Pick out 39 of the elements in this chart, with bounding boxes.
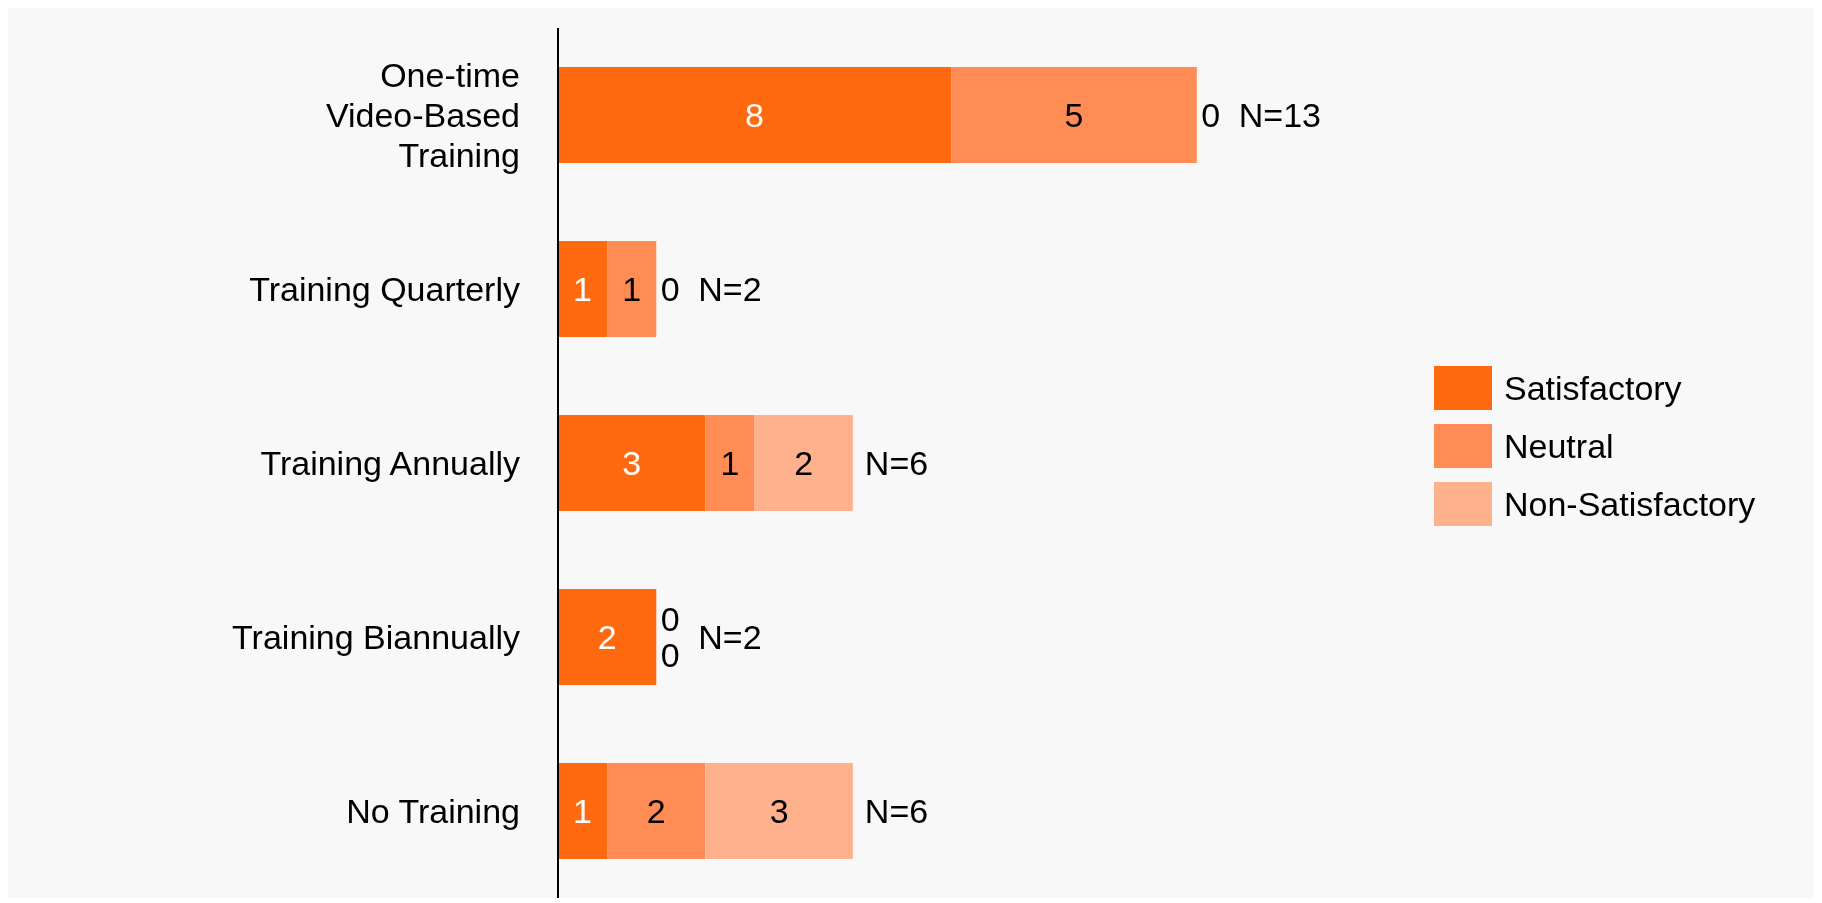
data-label: 0: [660, 600, 680, 638]
bar: [754, 415, 853, 511]
bar: [558, 67, 952, 163]
data-label: 2: [646, 792, 666, 830]
y-tick-label: Training Annually: [260, 444, 520, 482]
bar: [558, 589, 657, 685]
data-label: 1: [573, 270, 593, 308]
y-tick-label: One-time Video-Based Training: [325, 56, 520, 174]
data-label: 8: [745, 96, 765, 134]
data-label: 0: [1201, 96, 1221, 134]
bar: [558, 415, 706, 511]
bar: [558, 763, 608, 859]
y-tick-label: No Training: [346, 792, 520, 830]
y-tick-label: Training Quarterly: [249, 270, 520, 308]
legend-label: Neutral: [1504, 426, 1614, 466]
bar: [705, 763, 853, 859]
data-label: 0: [660, 270, 680, 308]
data-label: 1: [720, 444, 740, 482]
total-label: N=2: [698, 270, 762, 308]
total-label: N=2: [698, 618, 762, 656]
total-label: N=6: [864, 792, 929, 830]
data-label: 1: [573, 792, 593, 830]
data-label: 1: [622, 270, 642, 308]
bar: [705, 415, 755, 511]
data-label: 3: [622, 444, 642, 482]
bar: [607, 763, 706, 859]
bar: [607, 241, 657, 337]
legend-label: Non-Satisfactory: [1504, 484, 1756, 524]
data-label: 0: [660, 636, 680, 674]
data-label: 2: [597, 618, 617, 656]
total-label: N=6: [864, 444, 929, 482]
bar: [558, 241, 608, 337]
data-label: 3: [769, 792, 789, 830]
legend-label: Satisfactory: [1504, 368, 1682, 408]
bar: [951, 67, 1197, 163]
data-label: 2: [794, 444, 814, 482]
data-label: 5: [1064, 96, 1084, 134]
y-tick-label: Training Biannually: [232, 618, 520, 656]
total-label: N=13: [1238, 96, 1322, 134]
